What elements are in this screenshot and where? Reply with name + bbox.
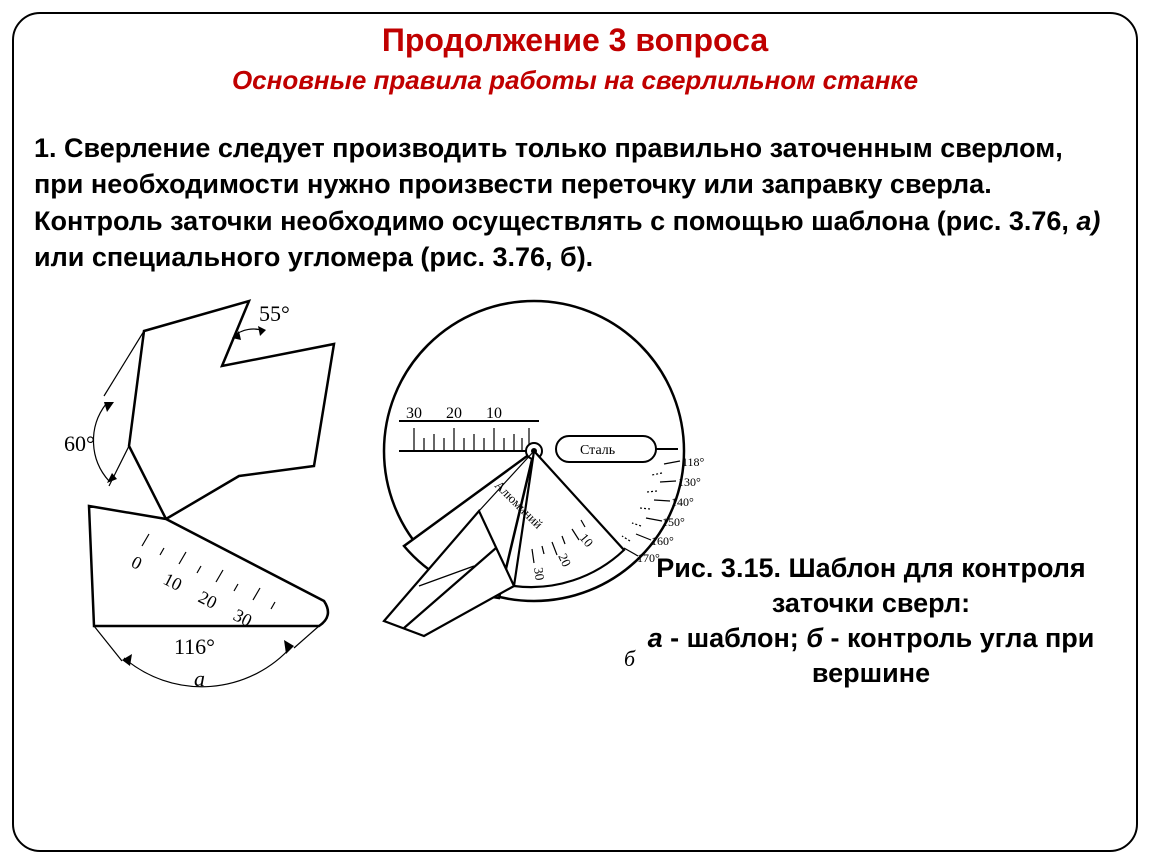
inner-30: 30 [531,566,548,581]
bscale-30: 30 [406,405,422,422]
figure-area: 55° 60° [34,296,1116,726]
cap-b: б [806,623,823,653]
window-label: Сталь [580,443,615,458]
r-118: 118° [682,455,704,469]
r-150: 150° [662,515,685,529]
bscale-10: 10 [486,405,502,422]
body-ital-a: а) [1076,206,1100,236]
angle-60: 60° [64,431,95,456]
diagram-a: 55° 60° [34,276,394,696]
r-140: 140° [671,495,694,509]
cap-a-desc: - шаблон; [663,623,807,653]
label-b: б [624,646,636,671]
figure-caption: Рис. 3.15. Шаблон для контроля заточки с… [636,551,1106,691]
body-prefix: 1. Сверление следует производить только … [34,133,1076,236]
bscale-20: 20 [446,405,462,422]
title-sub: Основные правила работы на сверлильном с… [34,65,1116,96]
r-130: 130° [678,475,701,489]
r-160: 160° [651,534,674,548]
label-a: а [194,666,205,691]
slide-frame: Продолжение 3 вопроса Основные правила р… [12,12,1138,852]
angle-116: 116° [174,634,215,659]
title-main: Продолжение 3 вопроса [34,22,1116,59]
body-paragraph: 1. Сверление следует производить только … [34,130,1116,276]
cap-a: а [648,623,663,653]
cap-b-desc: - контроль угла при вершине [812,623,1094,688]
body-mid: или специального угломера (рис. 3.76, б)… [34,242,593,272]
angle-55: 55° [259,301,290,326]
cap-prefix: Рис. 3.15. Шаблон для контроля заточки с… [656,553,1085,618]
